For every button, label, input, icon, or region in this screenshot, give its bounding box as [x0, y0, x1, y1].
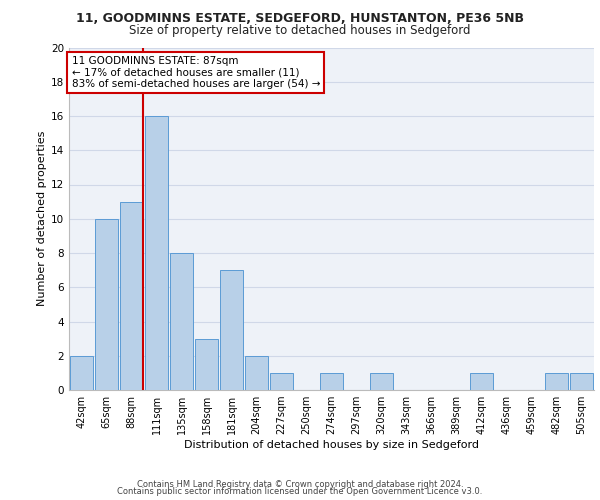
Bar	[220, 270, 243, 390]
Bar	[170, 253, 193, 390]
Bar	[195, 338, 218, 390]
Bar	[545, 373, 568, 390]
Bar	[145, 116, 168, 390]
Y-axis label: Number of detached properties: Number of detached properties	[37, 131, 47, 306]
Text: 11, GOODMINNS ESTATE, SEDGEFORD, HUNSTANTON, PE36 5NB: 11, GOODMINNS ESTATE, SEDGEFORD, HUNSTAN…	[76, 12, 524, 26]
Text: Contains HM Land Registry data © Crown copyright and database right 2024.: Contains HM Land Registry data © Crown c…	[137, 480, 463, 489]
Bar	[95, 219, 118, 390]
Bar	[120, 202, 143, 390]
Text: Size of property relative to detached houses in Sedgeford: Size of property relative to detached ho…	[129, 24, 471, 37]
Text: 11 GOODMINNS ESTATE: 87sqm
← 17% of detached houses are smaller (11)
83% of semi: 11 GOODMINNS ESTATE: 87sqm ← 17% of deta…	[71, 56, 320, 90]
Bar	[320, 373, 343, 390]
Bar	[470, 373, 493, 390]
X-axis label: Distribution of detached houses by size in Sedgeford: Distribution of detached houses by size …	[184, 440, 479, 450]
Bar	[370, 373, 393, 390]
Bar	[570, 373, 593, 390]
Bar	[270, 373, 293, 390]
Bar	[245, 356, 268, 390]
Bar	[70, 356, 93, 390]
Text: Contains public sector information licensed under the Open Government Licence v3: Contains public sector information licen…	[118, 487, 482, 496]
